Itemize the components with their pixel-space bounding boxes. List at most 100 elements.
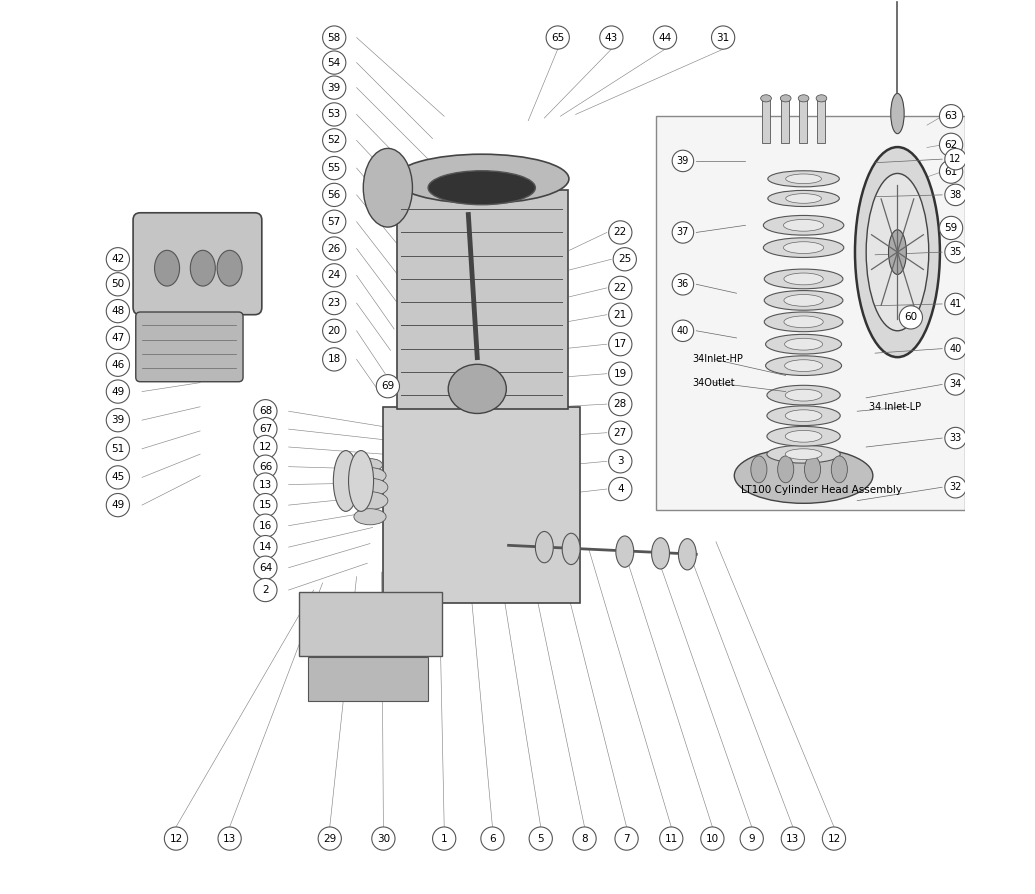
Circle shape	[107, 248, 129, 271]
Text: 69: 69	[381, 381, 394, 392]
Text: 22: 22	[614, 227, 627, 238]
Ellipse shape	[352, 492, 388, 510]
Circle shape	[107, 273, 129, 296]
Circle shape	[945, 427, 967, 449]
Circle shape	[945, 293, 967, 315]
Text: 59: 59	[945, 223, 957, 233]
Text: 61: 61	[945, 166, 957, 177]
Text: LT100 Cylinder Head Assembly: LT100 Cylinder Head Assembly	[741, 485, 901, 495]
FancyBboxPatch shape	[396, 190, 567, 409]
Text: 63: 63	[945, 111, 957, 122]
Circle shape	[672, 222, 693, 243]
Circle shape	[672, 320, 693, 342]
Text: 44: 44	[658, 32, 672, 43]
Circle shape	[323, 319, 346, 342]
FancyBboxPatch shape	[383, 407, 580, 603]
Text: 56: 56	[328, 190, 341, 200]
FancyBboxPatch shape	[299, 592, 442, 656]
Circle shape	[372, 827, 395, 850]
Circle shape	[481, 827, 504, 850]
Text: 34Inlet-HP: 34Inlet-HP	[691, 354, 743, 365]
Text: 18: 18	[328, 354, 341, 365]
Text: 31: 31	[716, 32, 730, 43]
Ellipse shape	[786, 194, 822, 203]
Ellipse shape	[786, 449, 822, 460]
Circle shape	[615, 827, 639, 850]
Text: 20: 20	[328, 325, 341, 336]
Circle shape	[254, 514, 277, 537]
Circle shape	[107, 493, 129, 517]
Circle shape	[701, 827, 724, 850]
Circle shape	[740, 827, 764, 850]
Text: 1: 1	[441, 833, 447, 844]
Circle shape	[546, 26, 569, 49]
Text: 25: 25	[618, 254, 631, 265]
Circle shape	[609, 362, 632, 385]
Ellipse shape	[750, 456, 767, 483]
Text: 12: 12	[170, 833, 182, 844]
FancyBboxPatch shape	[799, 100, 807, 143]
Text: 28: 28	[614, 399, 627, 409]
FancyBboxPatch shape	[136, 312, 243, 382]
Circle shape	[323, 210, 346, 233]
Ellipse shape	[767, 445, 840, 463]
Text: 55: 55	[328, 163, 341, 173]
Ellipse shape	[562, 533, 580, 565]
Text: 19: 19	[614, 368, 627, 379]
Ellipse shape	[354, 509, 386, 525]
Ellipse shape	[888, 230, 907, 274]
Circle shape	[653, 26, 677, 49]
Ellipse shape	[786, 409, 822, 422]
Text: 3: 3	[617, 456, 624, 467]
Circle shape	[940, 160, 963, 183]
Text: 32: 32	[949, 482, 962, 493]
Text: 8: 8	[582, 833, 588, 844]
Text: 17: 17	[614, 339, 627, 350]
Circle shape	[218, 827, 241, 850]
Text: 48: 48	[111, 306, 124, 316]
Text: 35: 35	[949, 247, 962, 257]
FancyBboxPatch shape	[781, 100, 790, 143]
Circle shape	[323, 264, 346, 287]
Ellipse shape	[354, 468, 386, 484]
Circle shape	[609, 392, 632, 416]
Text: 16: 16	[259, 520, 272, 531]
Text: 54: 54	[328, 57, 341, 68]
Ellipse shape	[154, 250, 179, 286]
Circle shape	[613, 248, 637, 271]
Text: 22: 22	[614, 283, 627, 293]
Circle shape	[377, 375, 400, 398]
Circle shape	[107, 466, 129, 489]
Circle shape	[254, 536, 277, 559]
FancyBboxPatch shape	[308, 657, 428, 701]
Text: 39: 39	[677, 156, 689, 166]
Circle shape	[945, 241, 967, 263]
Circle shape	[945, 184, 967, 206]
Circle shape	[529, 827, 553, 850]
Text: 58: 58	[328, 32, 341, 43]
Ellipse shape	[785, 338, 823, 350]
Ellipse shape	[855, 148, 940, 358]
Ellipse shape	[764, 215, 844, 235]
Ellipse shape	[190, 250, 215, 286]
Text: 7: 7	[623, 833, 630, 844]
Text: 12: 12	[259, 442, 272, 452]
Circle shape	[609, 477, 632, 501]
Text: 42: 42	[111, 254, 124, 265]
Text: 37: 37	[677, 227, 689, 238]
Text: 40: 40	[949, 343, 962, 354]
Circle shape	[945, 477, 967, 498]
Text: 46: 46	[111, 359, 124, 370]
Text: 49: 49	[111, 386, 124, 397]
Circle shape	[254, 435, 277, 459]
Text: 10: 10	[706, 833, 719, 844]
Ellipse shape	[428, 171, 535, 205]
FancyBboxPatch shape	[817, 100, 825, 143]
Circle shape	[899, 306, 922, 329]
Circle shape	[323, 348, 346, 371]
Ellipse shape	[616, 536, 633, 568]
Ellipse shape	[394, 154, 569, 204]
Text: 39: 39	[111, 415, 124, 426]
Text: 30: 30	[377, 833, 390, 844]
Ellipse shape	[798, 95, 809, 102]
